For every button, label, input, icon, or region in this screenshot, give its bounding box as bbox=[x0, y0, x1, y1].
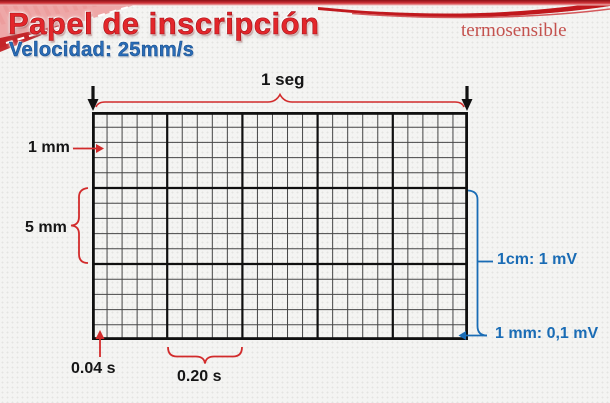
page-title: Papel de inscripción bbox=[8, 6, 320, 42]
one-second-brace bbox=[95, 92, 465, 108]
label-one-cm-one-mv: 1cm: 1 mV bbox=[497, 251, 578, 268]
swoosh-echo-decoration bbox=[351, 8, 610, 19]
label-five-mm: 5 mm bbox=[25, 219, 67, 236]
top-band-decoration bbox=[0, 0, 610, 6]
label-one-second: 1 seg bbox=[261, 70, 305, 89]
swoosh-decoration bbox=[318, 1, 610, 18]
right-down-arrow-icon bbox=[461, 86, 473, 111]
page-subtitle: Velocidad: 25mm/s bbox=[9, 39, 195, 62]
ecg-grid bbox=[92, 112, 468, 340]
label-004-s: 0.04 s bbox=[71, 360, 116, 377]
label-020-s: 0.20 s bbox=[177, 368, 222, 385]
five-mm-brace bbox=[70, 187, 89, 264]
label-one-mm: 1 mm bbox=[28, 139, 70, 156]
corner-note: termosensible bbox=[461, 20, 567, 41]
label-one-mm-01-mv: 1 mm: 0,1 mV bbox=[495, 325, 599, 342]
left-down-arrow-icon bbox=[87, 86, 99, 111]
big-square-brace bbox=[167, 346, 243, 364]
one-cm-bracket bbox=[467, 189, 493, 337]
